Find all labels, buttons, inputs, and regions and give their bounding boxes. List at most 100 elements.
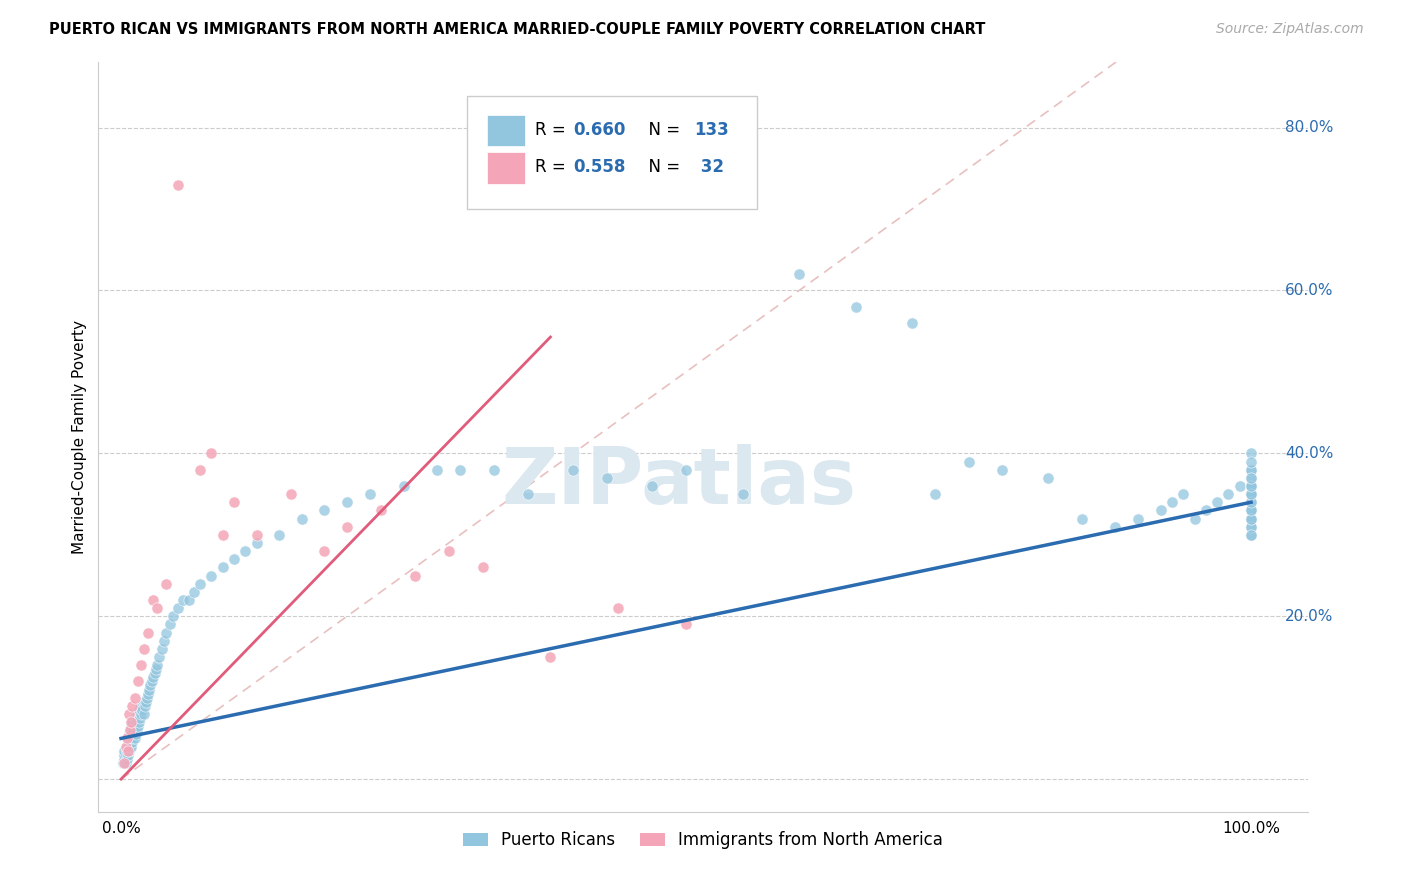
Legend: Puerto Ricans, Immigrants from North America: Puerto Ricans, Immigrants from North Ame…	[456, 824, 950, 855]
Point	[1240, 487, 1263, 501]
Point	[125, 727, 148, 741]
Point	[159, 617, 181, 632]
Point	[1240, 511, 1263, 525]
Point	[314, 544, 336, 558]
Point	[112, 756, 135, 770]
Point	[1184, 511, 1206, 525]
Point	[1240, 463, 1263, 477]
Point	[538, 650, 561, 665]
Point	[120, 723, 142, 738]
Point	[314, 503, 336, 517]
Point	[246, 536, 269, 550]
Point	[392, 479, 415, 493]
Point	[1240, 479, 1263, 493]
Point	[124, 719, 146, 733]
Point	[148, 650, 170, 665]
Point	[1104, 519, 1126, 533]
Point	[211, 528, 233, 542]
Point	[132, 706, 155, 721]
Text: 0.660: 0.660	[574, 121, 626, 139]
Point	[1240, 487, 1263, 501]
Point	[127, 706, 149, 721]
Point	[136, 690, 159, 705]
Text: N =: N =	[638, 159, 685, 177]
Text: 80.0%: 80.0%	[1285, 120, 1333, 135]
Point	[183, 584, 205, 599]
Point	[924, 487, 946, 501]
Point	[120, 715, 142, 730]
Point	[991, 463, 1014, 477]
Text: Source: ZipAtlas.com: Source: ZipAtlas.com	[1216, 22, 1364, 37]
Point	[359, 487, 381, 501]
Point	[120, 727, 142, 741]
Point	[731, 487, 754, 501]
Point	[153, 633, 176, 648]
Point	[1240, 479, 1263, 493]
Point	[1240, 495, 1263, 509]
Point	[132, 695, 155, 709]
Point	[117, 731, 139, 746]
Point	[135, 695, 157, 709]
Point	[1126, 511, 1149, 525]
Point	[596, 471, 619, 485]
Point	[132, 641, 155, 656]
Point	[112, 756, 135, 770]
Point	[143, 666, 166, 681]
Point	[114, 739, 136, 754]
Point	[141, 674, 163, 689]
Point	[957, 454, 980, 468]
Point	[291, 511, 314, 525]
Point	[1240, 471, 1263, 485]
Point	[162, 609, 184, 624]
Point	[1240, 528, 1263, 542]
Point	[280, 487, 302, 501]
Point	[114, 739, 136, 754]
Point	[1173, 487, 1195, 501]
Point	[482, 463, 505, 477]
Point	[787, 267, 810, 281]
Point	[127, 719, 149, 733]
FancyBboxPatch shape	[486, 115, 526, 146]
Point	[124, 690, 146, 705]
Point	[115, 739, 138, 754]
Point	[129, 711, 152, 725]
Point	[120, 739, 142, 754]
Point	[1229, 479, 1251, 493]
Point	[121, 715, 143, 730]
Point	[269, 528, 291, 542]
Point	[172, 593, 194, 607]
Point	[449, 463, 471, 477]
Point	[641, 479, 664, 493]
Point	[114, 756, 136, 770]
Point	[1240, 511, 1263, 525]
Text: 133: 133	[695, 121, 730, 139]
Point	[125, 711, 148, 725]
Point	[145, 662, 167, 676]
Point	[118, 735, 141, 749]
Point	[142, 593, 165, 607]
Point	[146, 601, 169, 615]
Point	[222, 495, 245, 509]
Point	[114, 747, 136, 762]
Point	[675, 617, 697, 632]
Point	[121, 735, 143, 749]
Point	[1240, 503, 1263, 517]
Point	[1206, 495, 1229, 509]
Point	[112, 744, 135, 758]
Point	[607, 601, 630, 615]
Point	[437, 544, 460, 558]
Point	[1150, 503, 1173, 517]
Point	[112, 752, 135, 766]
FancyBboxPatch shape	[486, 153, 526, 184]
Point	[155, 576, 177, 591]
Text: R =: R =	[534, 121, 571, 139]
Point	[134, 698, 156, 713]
Point	[115, 731, 138, 746]
Point	[131, 658, 153, 673]
Point	[131, 698, 153, 713]
Point	[136, 625, 159, 640]
Point	[120, 723, 142, 738]
Point	[118, 744, 141, 758]
Point	[222, 552, 245, 566]
Point	[336, 495, 359, 509]
